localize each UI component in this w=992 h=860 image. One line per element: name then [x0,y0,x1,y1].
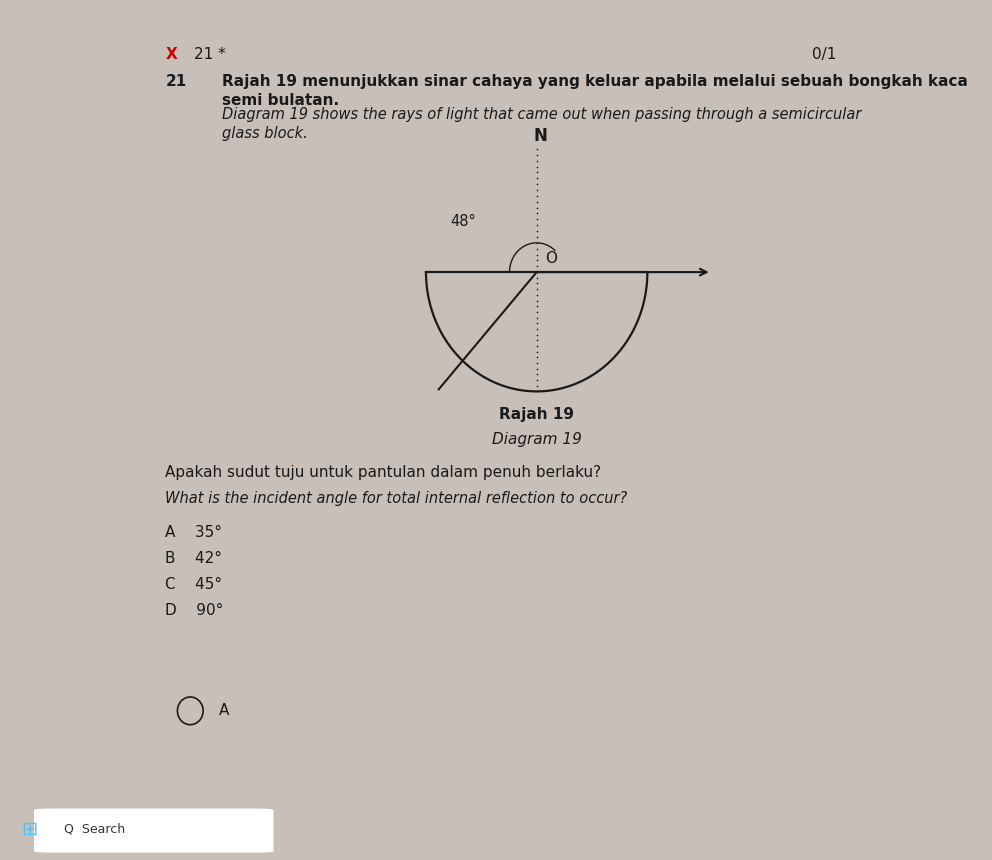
Text: 48°: 48° [450,214,476,229]
Text: C    45°: C 45° [166,577,222,592]
Text: 21: 21 [166,73,186,89]
Text: Diagram 19: Diagram 19 [492,433,581,447]
Text: What is the incident angle for total internal reflection to occur?: What is the incident angle for total int… [166,491,628,507]
Text: 0/1: 0/1 [812,47,836,63]
Text: O: O [546,251,558,266]
Text: N: N [534,127,548,145]
Text: B    42°: B 42° [166,550,222,566]
Text: D    90°: D 90° [166,603,223,618]
Text: 21 *: 21 * [193,47,225,63]
Text: X: X [166,47,177,63]
FancyBboxPatch shape [35,809,273,852]
Text: Apakah sudut tuju untuk pantulan dalam penuh berlaku?: Apakah sudut tuju untuk pantulan dalam p… [166,464,601,480]
Text: A    35°: A 35° [166,525,222,539]
Text: Rajah 19: Rajah 19 [499,407,574,421]
Text: Q  Search: Q Search [64,822,126,836]
Text: Rajah 19 menunjukkan sinar cahaya yang keluar apabila melalui sebuah bongkah kac: Rajah 19 menunjukkan sinar cahaya yang k… [222,73,968,108]
Text: ⊞: ⊞ [22,820,38,838]
Text: A: A [219,703,229,718]
Text: Diagram 19 shows the rays of light that came out when passing through a semicirc: Diagram 19 shows the rays of light that … [222,107,862,141]
